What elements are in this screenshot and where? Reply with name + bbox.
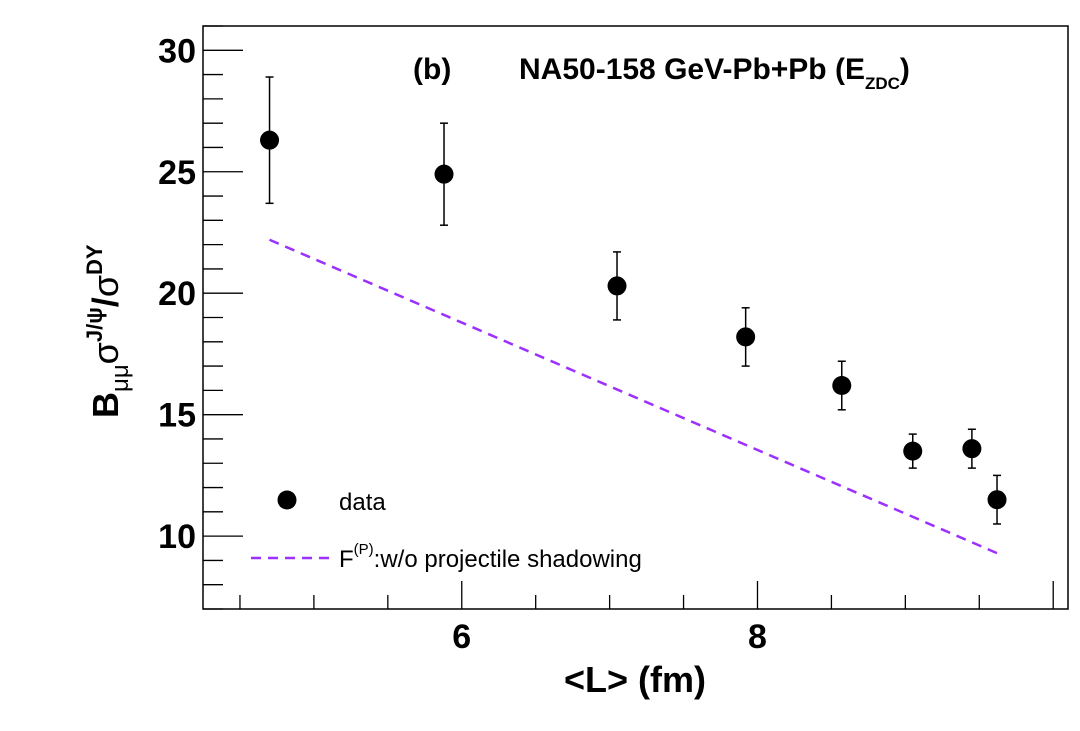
y-tick-label: 30 [158, 32, 196, 70]
y-tick-label: 15 [158, 397, 196, 435]
y-title-dy: DY [82, 244, 107, 275]
axis-ticks [203, 25, 1054, 610]
chart-title-subscript: ZDC [865, 74, 900, 93]
legend-model-label: F(P):w/o projectile shadowing [339, 541, 642, 573]
data-point [962, 439, 982, 459]
legend-model-label-sup: (P) [354, 541, 374, 558]
legend: data F(P):w/o projectile shadowing [251, 489, 642, 573]
y-title-sigma2: σ [85, 275, 126, 297]
data-point [260, 130, 280, 150]
data-points [260, 76, 1007, 525]
tick-labels: 10 15 20 25 30 6 8 [158, 32, 767, 656]
y-title-jpsi: J/ψ [82, 307, 107, 342]
x-tick-label: 6 [452, 618, 471, 656]
legend-model-label-rest: :w/o projectile shadowing [374, 546, 642, 573]
chart-title-close: ) [900, 53, 910, 86]
legend-data-label: data [339, 489, 386, 516]
legend-data-marker [277, 490, 297, 510]
plot-frame [202, 25, 1069, 610]
y-title-sigma1: σ [85, 342, 126, 364]
y-tick-label: 20 [158, 275, 196, 313]
data-point [903, 441, 923, 461]
y-tick-label: 10 [158, 518, 196, 556]
y-tick-label: 25 [158, 154, 196, 192]
x-axis-title: <L> (fm) [564, 659, 706, 700]
data-point [607, 276, 627, 296]
model-curve-line [269, 238, 998, 555]
data-point [736, 327, 756, 347]
y-title-slash: / [85, 297, 126, 307]
x-tick-label: 8 [748, 618, 767, 656]
data-point [832, 376, 852, 396]
y-title-mumu: μμ [107, 364, 134, 392]
panel-label: (b) [413, 53, 451, 86]
data-point [434, 164, 454, 184]
data-point [987, 490, 1007, 510]
chart-title: NA50-158 GeV-Pb+Pb (EZDC) [519, 53, 910, 93]
y-axis-title: BμμσJ/ψ/σDY [82, 244, 134, 418]
